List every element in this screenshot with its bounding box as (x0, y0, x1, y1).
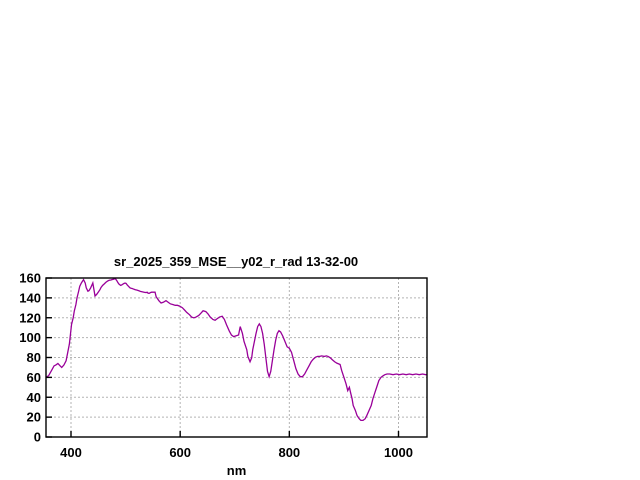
svg-text:800: 800 (278, 445, 300, 460)
svg-text:0: 0 (34, 430, 41, 445)
svg-text:nm: nm (227, 463, 247, 478)
svg-text:80: 80 (27, 350, 41, 365)
svg-text:20: 20 (27, 410, 41, 425)
svg-text:60: 60 (27, 370, 41, 385)
svg-text:160: 160 (19, 271, 41, 286)
svg-text:40: 40 (27, 390, 41, 405)
svg-text:100: 100 (19, 330, 41, 345)
svg-text:140: 140 (19, 290, 41, 305)
svg-text:120: 120 (19, 310, 41, 325)
svg-text:1000: 1000 (384, 445, 413, 460)
svg-text:400: 400 (60, 445, 82, 460)
svg-text:600: 600 (169, 445, 191, 460)
svg-text:sr_2025_359_MSE__y02_r_rad 13-: sr_2025_359_MSE__y02_r_rad 13-32-00 (114, 254, 358, 269)
